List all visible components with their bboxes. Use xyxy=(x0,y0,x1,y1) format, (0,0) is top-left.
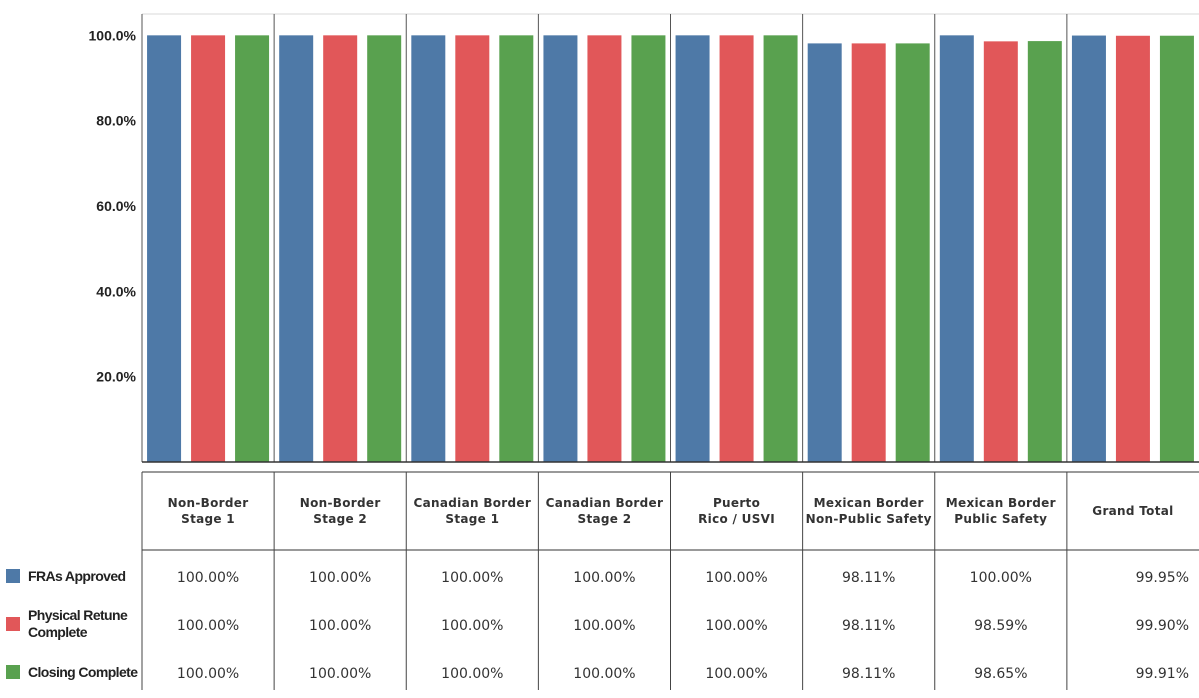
bar-closing-complete-1 xyxy=(367,35,402,462)
column-header-7: Grand Total xyxy=(1092,504,1174,518)
table-cell: 98.59% xyxy=(974,618,1028,634)
table-cell: 100.00% xyxy=(441,570,504,586)
table-cell: 100.00% xyxy=(573,570,636,586)
table-cell: 98.65% xyxy=(974,666,1028,682)
table-cell: 100.00% xyxy=(176,570,240,586)
bar-fras-approved-2 xyxy=(411,35,446,462)
legend-label: Closing Complete xyxy=(28,663,138,680)
bar-physical-retune-complete-1 xyxy=(323,35,358,462)
bar-physical-retune-complete-3 xyxy=(587,35,622,462)
bar-fras-approved-7 xyxy=(1071,35,1106,463)
table-cell: 99.95% xyxy=(1135,570,1189,586)
table-cell: 100.00% xyxy=(309,666,372,682)
y-tick-label-20: 20.0% xyxy=(96,369,136,385)
legend-item: FRAs Approved xyxy=(6,554,142,598)
table-cell: 100.00% xyxy=(705,618,768,634)
legend-swatch xyxy=(6,569,20,583)
column-header-1: Non-Border Stage 2 xyxy=(299,496,381,526)
legend-swatch xyxy=(6,665,20,679)
legend-item: Physical Retune Complete xyxy=(6,602,142,646)
table-cell: 98.11% xyxy=(841,666,896,682)
bar-physical-retune-complete-5 xyxy=(851,43,886,462)
bar-physical-retune-complete-4 xyxy=(719,35,754,462)
table-cell: 100.00% xyxy=(309,570,372,586)
table-cell: 100.00% xyxy=(573,618,636,634)
legend-swatch xyxy=(6,617,20,631)
bar-closing-complete-5 xyxy=(895,43,930,462)
table-cell: 100.00% xyxy=(176,666,240,682)
table-cell: 100.00% xyxy=(705,666,768,682)
bar-closing-complete-6 xyxy=(1027,41,1062,463)
bar-fras-approved-4 xyxy=(675,35,710,462)
table-cell: 100.00% xyxy=(309,618,372,634)
table-cell: 99.91% xyxy=(1135,666,1189,682)
bar-fras-approved-6 xyxy=(939,35,974,462)
y-tick-label-40: 40.0% xyxy=(96,283,136,299)
bar-fras-approved-1 xyxy=(279,35,314,462)
y-tick-label-100: 100.0% xyxy=(89,27,137,43)
bar-fras-approved-3 xyxy=(543,35,578,462)
column-header-0: Non-Border Stage 1 xyxy=(167,496,249,526)
bar-closing-complete-0 xyxy=(235,35,270,462)
y-tick-label-60: 60.0% xyxy=(96,198,136,214)
bar-physical-retune-complete-6 xyxy=(983,41,1018,462)
bar-closing-complete-7 xyxy=(1159,35,1194,462)
column-header-3: Canadian Border Stage 2 xyxy=(545,496,664,526)
table-cell: 98.11% xyxy=(841,618,896,634)
legend-item: Closing Complete xyxy=(6,650,142,694)
table-cell: 100.00% xyxy=(176,618,240,634)
table-cell: 100.00% xyxy=(573,666,636,682)
y-tick-label-80: 80.0% xyxy=(96,113,136,129)
bar-closing-complete-4 xyxy=(763,35,798,462)
table-cell: 99.90% xyxy=(1135,618,1189,634)
table-cell: 100.00% xyxy=(441,618,504,634)
legend-label: FRAs Approved xyxy=(28,567,126,584)
bar-physical-retune-complete-2 xyxy=(455,35,490,462)
column-header-2: Canadian Border Stage 1 xyxy=(413,496,532,526)
bar-fras-approved-5 xyxy=(807,43,842,462)
bar-closing-complete-3 xyxy=(631,35,666,462)
bar-physical-retune-complete-0 xyxy=(191,35,226,462)
table-cell: 100.00% xyxy=(969,570,1032,586)
bar-fras-approved-0 xyxy=(147,35,182,462)
bar-physical-retune-complete-7 xyxy=(1115,35,1150,462)
column-header-6: Mexican Border Public Safety xyxy=(945,496,1056,526)
column-header-4: Puerto Rico / USVI xyxy=(698,496,775,526)
table-cell: 98.11% xyxy=(841,570,896,586)
bar-closing-complete-2 xyxy=(499,35,534,462)
table-cell: 100.00% xyxy=(441,666,504,682)
table-cell: 100.00% xyxy=(705,570,768,586)
legend-label: Physical Retune Complete xyxy=(28,607,128,640)
column-header-5: Mexican Border Non-Public Safety xyxy=(805,496,932,526)
